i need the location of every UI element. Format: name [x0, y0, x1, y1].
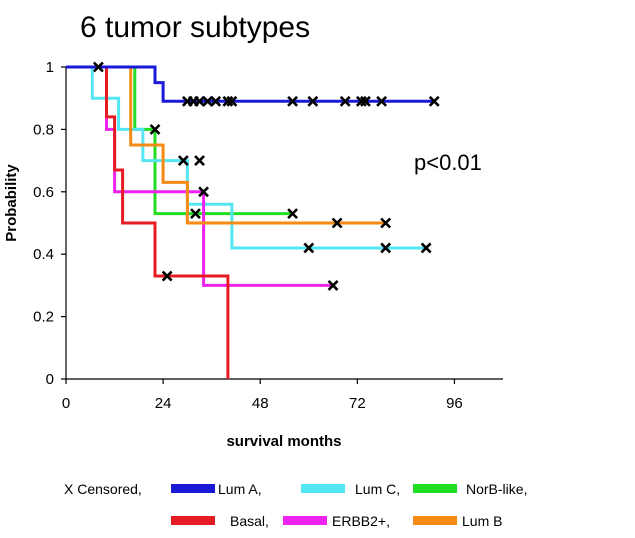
curve-lum-b — [66, 65, 386, 225]
x-axis-label: survival months — [226, 433, 341, 450]
censor-mark — [307, 95, 319, 107]
censor-mark — [428, 95, 440, 107]
legend-entry-label: ERBB2+, — [332, 513, 390, 529]
y-tick-label: 0.4 — [33, 246, 54, 263]
censor-mark — [210, 95, 222, 107]
x-tick-label: 72 — [349, 395, 366, 412]
censor-mark — [331, 217, 343, 229]
censor-mark — [420, 242, 432, 254]
legend-entry-label: Lum C, — [355, 481, 400, 497]
x-tick-label: 96 — [446, 395, 463, 412]
censor-mark — [380, 242, 392, 254]
censor-mark — [226, 95, 238, 107]
legend-censored-label: X Censored, — [64, 481, 142, 497]
censor-mark — [202, 95, 214, 107]
censor-mark — [222, 95, 234, 107]
curve-lum-a — [66, 65, 435, 103]
censor-mark — [327, 279, 339, 291]
censor-mark — [339, 95, 351, 107]
censor-mark — [376, 95, 388, 107]
censor-mark — [177, 155, 189, 167]
legend-entry-label: Lum B — [462, 513, 502, 529]
censor-mark — [303, 242, 315, 254]
censor-mark — [149, 123, 161, 135]
x-tick-label: 24 — [155, 395, 172, 412]
censor-mark — [161, 270, 173, 282]
censor-mark — [194, 155, 205, 167]
censor-mark — [355, 95, 367, 107]
y-tick-label: 0.6 — [33, 184, 54, 201]
legend: X Censored, Lum A, Lum C, NorB-like, Basal, E… — [64, 481, 527, 529]
legend-swatch — [413, 516, 457, 525]
legend-swatch — [283, 516, 327, 525]
y-tick-label: 1 — [46, 59, 54, 76]
y-tick-label: 0.2 — [33, 309, 54, 326]
legend-entry-label: Lum A, — [218, 481, 262, 497]
x-tick-label: 48 — [252, 395, 269, 412]
survival-curves — [66, 65, 435, 379]
p-value-annotation: p<0.01 — [414, 150, 482, 175]
censor-mark — [287, 95, 299, 107]
axis-ticks: 0 24 48 72 96 0 0.2 0.4 0.6 0.8 1 — [33, 59, 463, 412]
censor-mark — [380, 217, 392, 229]
curve-lum-c — [66, 65, 427, 250]
legend-swatch — [171, 484, 215, 493]
y-tick-label: 0.8 — [33, 121, 54, 138]
y-axis-label: Probability — [3, 164, 20, 242]
legend-entry-label: Basal, — [230, 513, 269, 529]
legend-swatch — [301, 484, 345, 493]
censor-mark — [198, 186, 209, 198]
censored-markers — [92, 61, 440, 291]
x-tick-label: 0 — [62, 395, 70, 412]
curve-basal — [66, 65, 230, 379]
censor-mark — [194, 95, 205, 107]
censor-mark — [287, 208, 299, 220]
censor-mark — [360, 95, 371, 107]
legend-swatch — [171, 516, 215, 525]
chart-title: 6 tumor subtypes — [80, 11, 310, 44]
censor-mark — [190, 208, 201, 220]
legend-entry-label: NorB-like, — [466, 481, 527, 497]
legend-swatch — [413, 484, 457, 493]
censor-mark — [92, 61, 104, 73]
y-tick-label: 0 — [46, 371, 54, 388]
